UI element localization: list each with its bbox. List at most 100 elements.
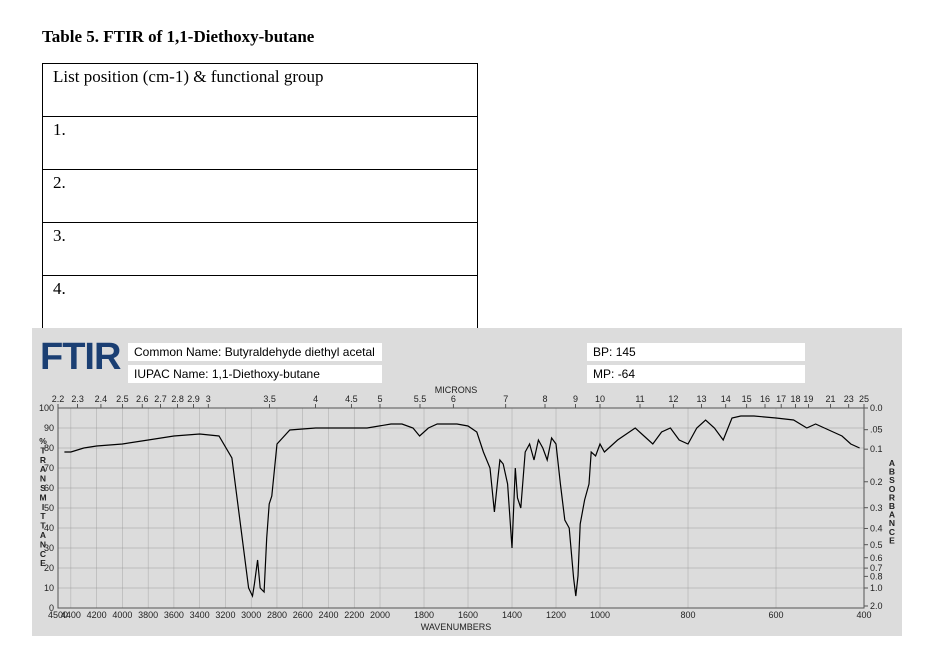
micron-tick-label: 3.5 [263,394,276,404]
wavenumber-tick-label: 3400 [190,610,210,620]
axis-title-letter: A [889,510,895,520]
micron-axis-title: MICRONS [435,385,478,395]
axis-title-letter: S [40,483,46,493]
micron-tick-label: 18 [791,394,801,404]
micron-tick-label: 21 [825,394,835,404]
micron-tick-label: 4 [313,394,318,404]
axis-title-letter: % [39,436,47,446]
micron-tick-label: 7 [503,394,508,404]
transmittance-tick-label: 80 [44,443,54,453]
axis-title-letter: I [42,502,44,512]
micron-tick-label: 2.4 [95,394,108,404]
absorbance-tick-label: 0.7 [870,563,883,573]
plot-frame [57,407,865,609]
micron-tick-label: 10 [595,394,605,404]
wavenumber-tick-label: 2200 [344,610,364,620]
micron-tick-label: 4.5 [345,394,358,404]
axis-title-letter: N [40,474,46,484]
wavenumber-tick-label: 800 [680,610,695,620]
absorbance-tick-label: 0.6 [870,553,883,563]
axis-title-letter: R [889,492,895,502]
wavenumber-tick-label: 1000 [590,610,610,620]
axis-title-letter: A [889,458,895,468]
micron-tick-label: 2.6 [136,394,149,404]
table-cell[interactable]: 4. [42,275,478,329]
axis-title-letter: N [889,518,895,528]
table-cell[interactable]: 2. [42,169,478,223]
micron-tick-label: 15 [742,394,752,404]
axis-title-letter: C [40,549,46,559]
table-cell[interactable]: List position (cm-1) & functional group [42,63,478,117]
micron-tick-label: 2.7 [154,394,167,404]
micron-tick-label: 5 [377,394,382,404]
axis-title-letter: E [40,558,46,568]
axis-title-letter: M [39,492,46,502]
document-title: Table 5. FTIR of 1,1-Diethoxy-butane [42,27,315,46]
wavenumber-tick-label: 4400 [61,610,81,620]
bp-box: BP: 145 [587,343,805,361]
transmittance-tick-label: 90 [44,423,54,433]
absorbance-axis: 0.0 .05 0.1 0.2 0.3 0.4 0.5 0.60.70.8 1.0 2.0 [864,403,883,611]
micron-tick-label: 14 [721,394,731,404]
transmittance-tick-label: 70 [44,463,54,473]
iupac-name-value: 1,1-Diethoxy-butane [211,367,320,381]
micron-tick-label: 6 [451,394,456,404]
wavenumber-tick-label: 3800 [138,610,158,620]
micron-axis: 2.2 2.3 2.4 2.5 2.6 2.7 2.8 2.9 3 3.5 4 4.5 5 5.5 6 7 8 9… [52,394,869,408]
mp-value: -64 [617,367,636,381]
axis-title-letter: C [889,527,895,537]
absorbance-tick-label: 0.5 [870,540,883,550]
transmittance-tick-label: 100 [39,403,54,413]
mp-box: MP: -64 [587,365,805,383]
axis-title-letter: O [889,484,896,494]
absorbance-tick-label: 0.8 [870,571,883,581]
micron-tick-label: 9 [573,394,578,404]
micron-tick-label: 2.2 [52,394,65,404]
wavenumber-tick-label: 1800 [414,610,434,620]
table-cell[interactable]: 1. [42,116,478,170]
chart-grid [57,407,865,609]
micron-tick-label: 25 [859,394,869,404]
wavenumber-tick-label: 1600 [458,610,478,620]
axis-title-letter: T [40,521,46,531]
bp-label: BP: [593,345,613,359]
micron-tick-label: 19 [803,394,813,404]
table-row: 1. [42,116,478,170]
wavenumber-tick-label: 4500 [48,610,68,620]
micron-tick-label: 17 [776,394,786,404]
common-name-value: Butyraldehyde diethyl acetal [224,345,375,359]
micron-tick-label: 5.5 [414,394,427,404]
iupac-name-label: IUPAC Name: [134,367,209,381]
axis-title-letter: R [40,455,46,465]
table-cell[interactable]: 3. [42,222,478,276]
axis-title-letter: N [40,539,46,549]
axis-title-letter: S [889,475,895,485]
axis-title-letter: E [889,535,895,545]
table-row: 2. [42,169,478,223]
wavenumber-axis-title: WAVENUMBERS [421,622,492,632]
iupac-name-box: IUPAC Name: 1,1-Diethoxy-butane [128,365,382,383]
wavenumber-tick-label: 1200 [546,610,566,620]
axis-title-letter: T [40,511,46,521]
common-name-box: Common Name: Butyraldehyde diethyl aceta… [128,343,382,361]
wavenumber-tick-label: 400 [856,610,871,620]
absorbance-tick-label: 0.2 [870,477,883,487]
wavenumber-tick-label: 1400 [502,610,522,620]
micron-tick-label: 2.3 [71,394,84,404]
wavenumber-tick-label: 4000 [112,610,132,620]
absorbance-tick-label: .05 [870,425,883,435]
transmittance-tick-label: 60 [44,483,54,493]
absorbance-tick-label: 0.3 [870,503,883,513]
ftir-spectrum-panel: FTIR Common Name: Butyraldehyde diethyl … [32,328,902,636]
micron-tick-label: 11 [635,394,644,404]
absorbance-tick-label: 0.4 [870,523,883,533]
micron-tick-label: 16 [760,394,770,404]
micron-tick-label: 3 [206,394,211,404]
bp-value: 145 [615,345,636,359]
ftir-logo: FTIR [40,336,121,378]
axis-title-letter: A [40,530,46,540]
